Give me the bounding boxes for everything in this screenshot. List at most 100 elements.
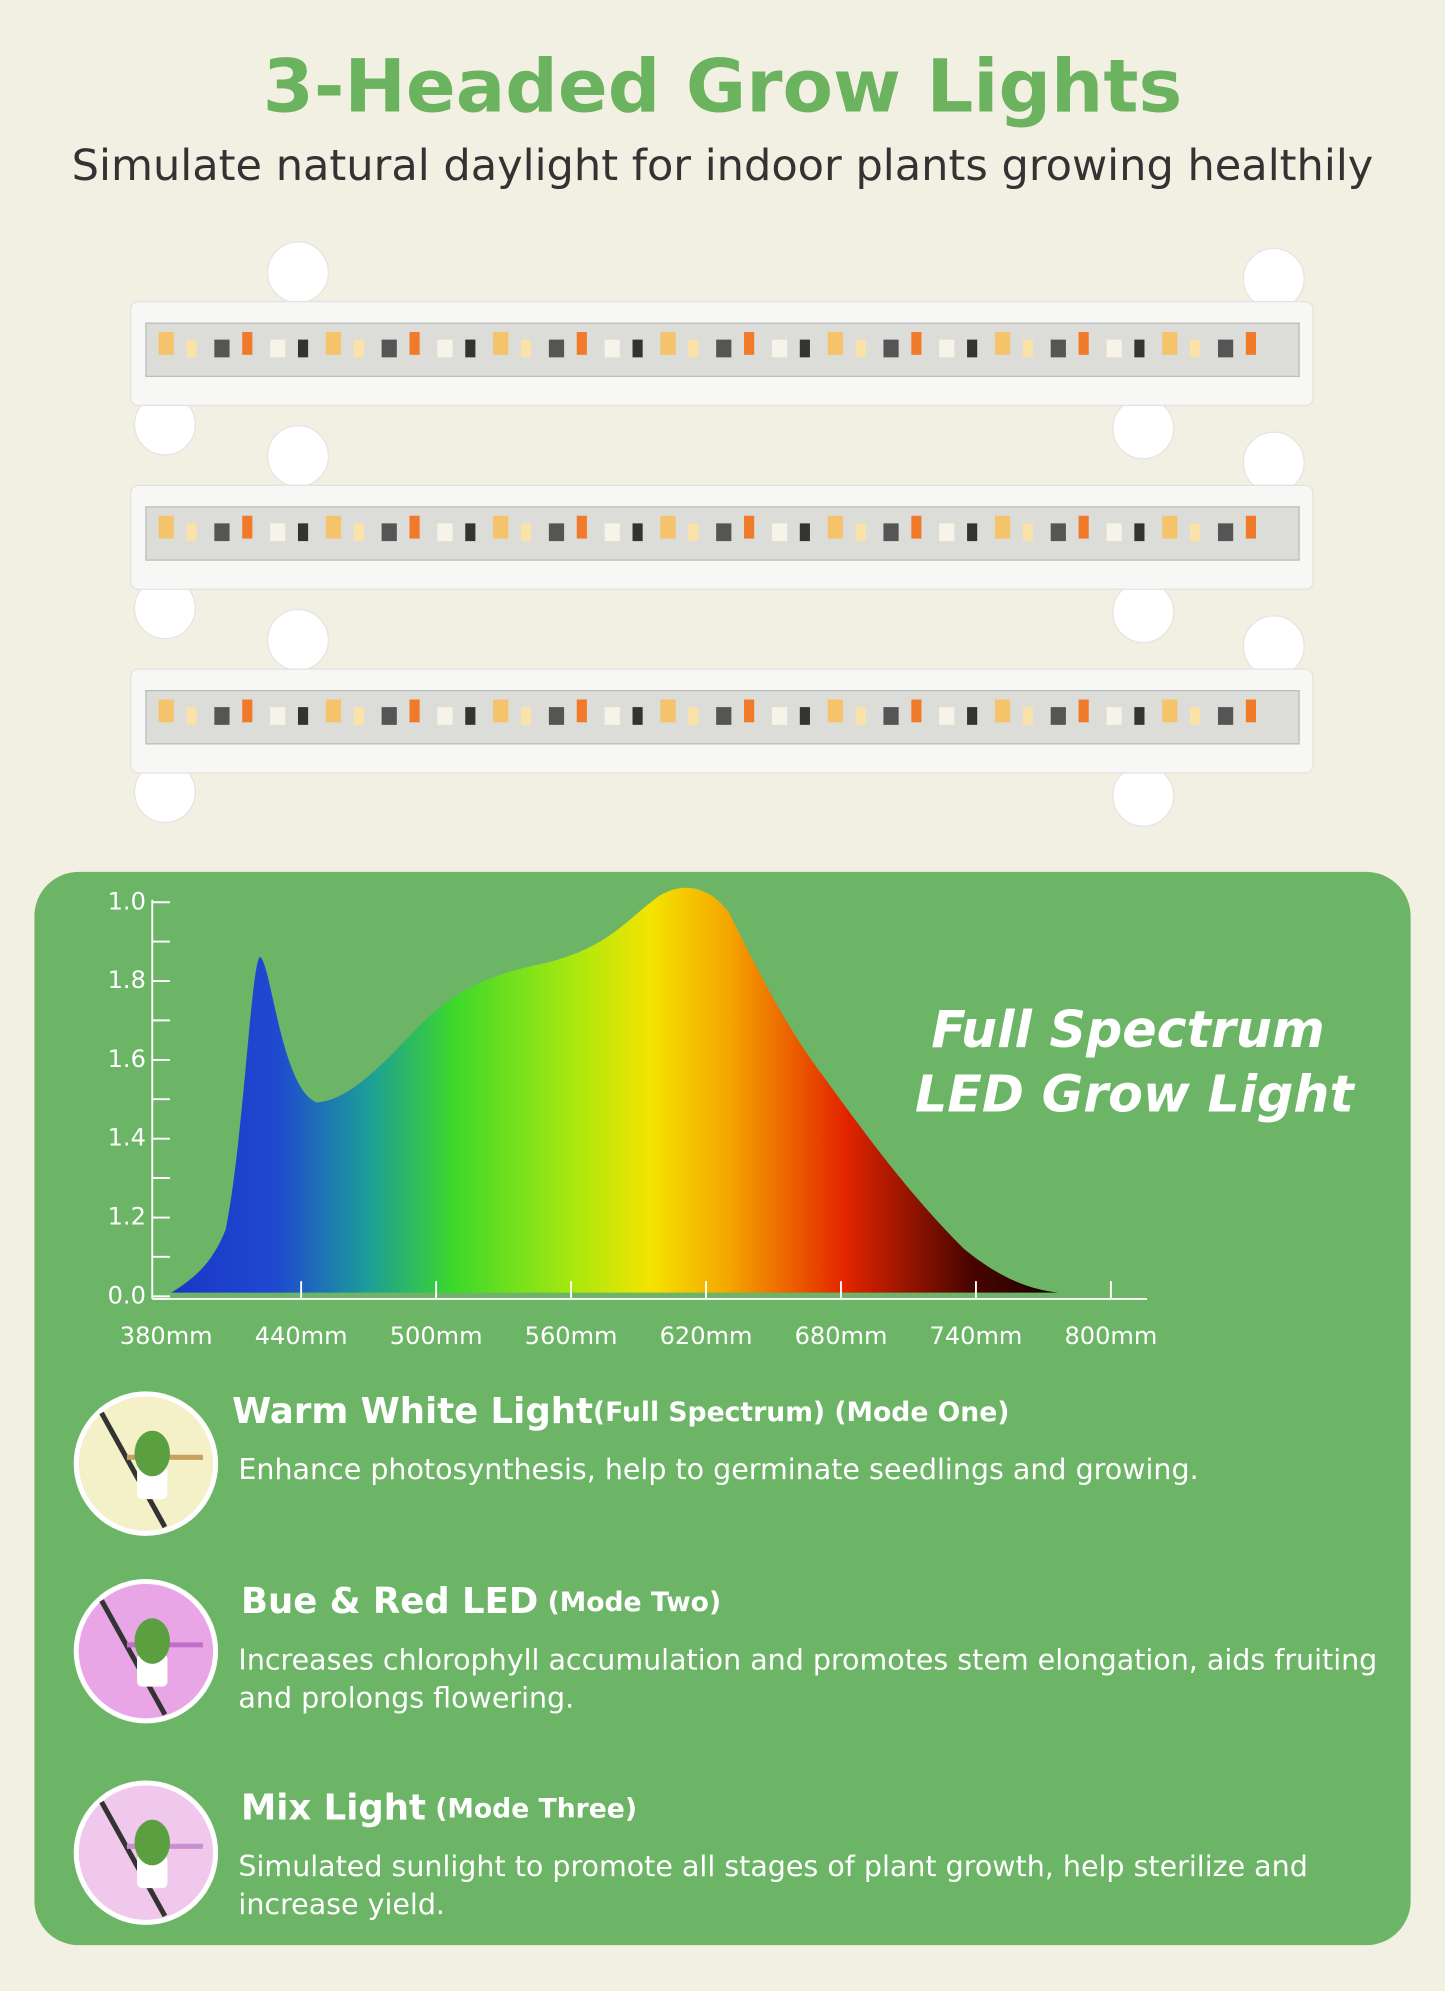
- led: [632, 339, 643, 358]
- led: [939, 707, 955, 725]
- led: [604, 707, 620, 725]
- spectrum-heading: Full Spectrum: [931, 1000, 1324, 1059]
- mode-icon: [73, 1391, 219, 1536]
- led: [1162, 515, 1178, 539]
- led: [799, 339, 810, 358]
- led: [939, 339, 955, 358]
- mount-tab: [266, 608, 330, 671]
- light-bars: [130, 241, 1314, 827]
- mode-desc: Simulated sunlight to promote all stages…: [238, 1850, 1307, 1883]
- y-tick-label: 1.4: [108, 1124, 146, 1152]
- icon-shelf: [99, 1599, 168, 1716]
- led: [409, 515, 420, 539]
- led: [521, 707, 532, 725]
- mount-tab: [1242, 615, 1305, 678]
- mode-icon: [73, 1578, 219, 1724]
- led: [158, 332, 174, 355]
- led: [353, 523, 364, 542]
- led: [967, 339, 978, 358]
- led: [1078, 699, 1089, 723]
- led: [548, 707, 565, 725]
- led: [381, 523, 397, 542]
- led: [1162, 332, 1178, 355]
- led: [1022, 339, 1033, 358]
- y-tick-label: 0.0: [108, 1281, 146, 1309]
- led: [939, 523, 955, 542]
- led: [1078, 515, 1089, 539]
- mode-title: Warm White Light(Full Spectrum) (Mode On…: [232, 1391, 1009, 1432]
- led: [632, 523, 643, 542]
- light-bar: [130, 241, 1314, 460]
- led: [521, 523, 532, 542]
- light-bar: [130, 425, 1314, 644]
- mount-tab: [1112, 581, 1175, 644]
- led: [214, 523, 230, 542]
- led: [437, 523, 453, 542]
- led: [827, 699, 843, 723]
- led: [214, 339, 230, 358]
- icon-leaves: [134, 1819, 170, 1866]
- led: [242, 332, 253, 355]
- led: [270, 339, 286, 358]
- led: [911, 515, 922, 539]
- led: [381, 707, 397, 725]
- led: [660, 699, 676, 723]
- led: [576, 515, 587, 539]
- mode-title: Mix Light (Mode Three): [241, 1788, 637, 1829]
- led: [827, 515, 843, 539]
- led: [744, 699, 755, 723]
- led: [158, 515, 174, 539]
- led: [1022, 707, 1033, 725]
- mount-tab: [266, 425, 330, 488]
- icon-pot: [137, 1466, 168, 1500]
- led: [771, 707, 788, 725]
- icon-pot: [137, 1855, 168, 1889]
- mount-tab: [1242, 431, 1305, 494]
- led: [548, 339, 565, 358]
- subtitle: Simulate natural daylight for indoor pla…: [72, 141, 1374, 191]
- led: [660, 515, 676, 539]
- led: [994, 515, 1011, 539]
- x-tick-label: 500mm: [390, 1322, 483, 1350]
- led: [158, 699, 174, 723]
- led: [771, 339, 788, 358]
- led: [604, 523, 620, 542]
- y-tick-label: 1.8: [108, 966, 146, 994]
- led: [381, 339, 397, 358]
- icon-shelf: [99, 1411, 168, 1529]
- led: [214, 707, 230, 725]
- mount-tab: [1112, 764, 1175, 827]
- led: [465, 523, 476, 542]
- led: [1217, 707, 1234, 725]
- led: [409, 699, 420, 723]
- led: [688, 339, 699, 358]
- mount-tab: [1242, 247, 1305, 310]
- led: [688, 707, 699, 725]
- led: [855, 523, 866, 542]
- x-tick-label: 440mm: [255, 1322, 348, 1350]
- led: [716, 523, 732, 542]
- led: [493, 332, 509, 355]
- mount-tab: [266, 241, 330, 304]
- mode-title-main: Bue & Red LED: [241, 1581, 538, 1622]
- y-tick-label: 1.2: [108, 1203, 146, 1231]
- led: [744, 515, 755, 539]
- led: [632, 707, 643, 725]
- led: [771, 523, 788, 542]
- x-tick-label: 620mm: [660, 1322, 753, 1350]
- led: [548, 523, 565, 542]
- led: [1245, 332, 1256, 355]
- led: [604, 339, 620, 358]
- led: [994, 699, 1011, 723]
- mode-title-main: Warm White Light: [232, 1391, 593, 1432]
- mode-title-suffix: (Full Spectrum) (Mode One): [593, 1396, 1009, 1427]
- led: [437, 707, 453, 725]
- mode-title-suffix: (Mode Two): [538, 1587, 721, 1618]
- led: [799, 707, 810, 725]
- icon-shelf: [99, 1800, 168, 1918]
- led: [325, 515, 342, 539]
- led: [855, 339, 866, 358]
- led: [855, 707, 866, 725]
- led: [437, 339, 453, 358]
